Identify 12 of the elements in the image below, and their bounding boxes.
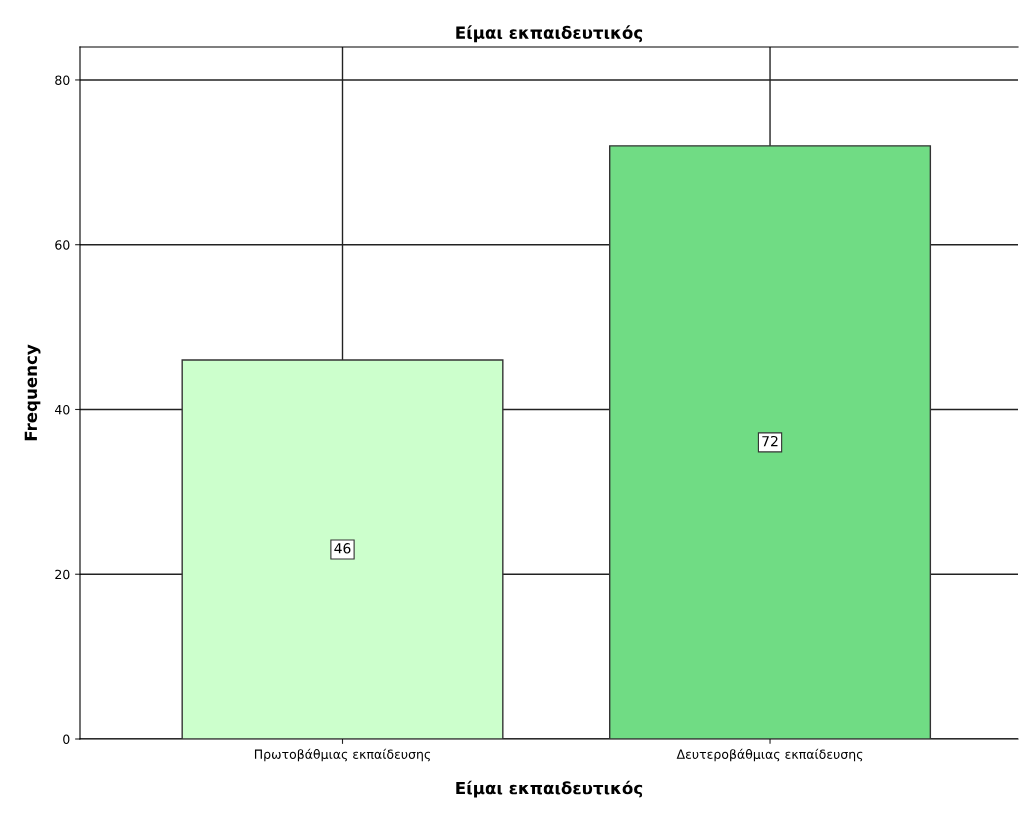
chart-title: Είμαι εκπαιδευτικός — [456, 25, 643, 43]
data-label: 72 — [762, 435, 778, 447]
data-label: 46 — [334, 543, 351, 554]
x-tick-label: Δευτεροβάθμιας εκπαίδευσης — [676, 748, 863, 762]
y-axis-title: Frequency — [24, 344, 41, 441]
y-tick-label: 20 — [55, 569, 70, 580]
y-tick-label: 60 — [55, 240, 70, 250]
y-tick-label: 80 — [55, 75, 70, 85]
y-tick-label: 0 — [63, 734, 70, 744]
x-axis-title: Είμαι εκπαιδευτικός — [456, 780, 643, 798]
x-tick-label: Πρωτοβάθμιας εκπαίδευσης — [254, 748, 431, 762]
y-tick-label: 40 — [54, 404, 70, 415]
